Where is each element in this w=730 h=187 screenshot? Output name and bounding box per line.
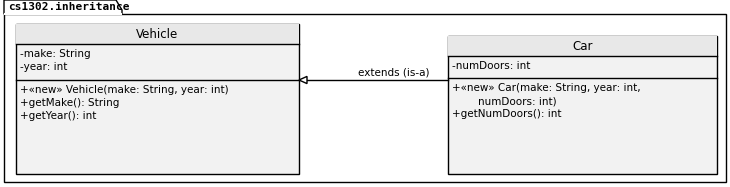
Polygon shape <box>299 76 307 84</box>
Bar <box>448 36 717 56</box>
Text: Vehicle: Vehicle <box>137 27 179 41</box>
Bar <box>16 24 299 44</box>
Text: -make: String: -make: String <box>20 49 91 59</box>
Text: -numDoors: int: -numDoors: int <box>452 61 531 71</box>
Polygon shape <box>4 0 122 14</box>
Text: +getMake(): String: +getMake(): String <box>20 98 120 108</box>
Bar <box>448 36 717 174</box>
Text: +«new» Car(make: String, year: int,: +«new» Car(make: String, year: int, <box>452 83 641 93</box>
Text: +getYear(): int: +getYear(): int <box>20 111 96 121</box>
Text: Car: Car <box>572 39 593 53</box>
Text: numDoors: int): numDoors: int) <box>452 96 556 106</box>
Bar <box>4 14 726 182</box>
Text: cs1302.inheritance: cs1302.inheritance <box>8 2 129 12</box>
Text: +«new» Vehicle(make: String, year: int): +«new» Vehicle(make: String, year: int) <box>20 85 228 95</box>
Text: extends (is-a): extends (is-a) <box>358 67 429 77</box>
Text: +getNumDoors(): int: +getNumDoors(): int <box>452 109 561 119</box>
Bar <box>16 24 299 174</box>
Text: -year: int: -year: int <box>20 62 67 72</box>
